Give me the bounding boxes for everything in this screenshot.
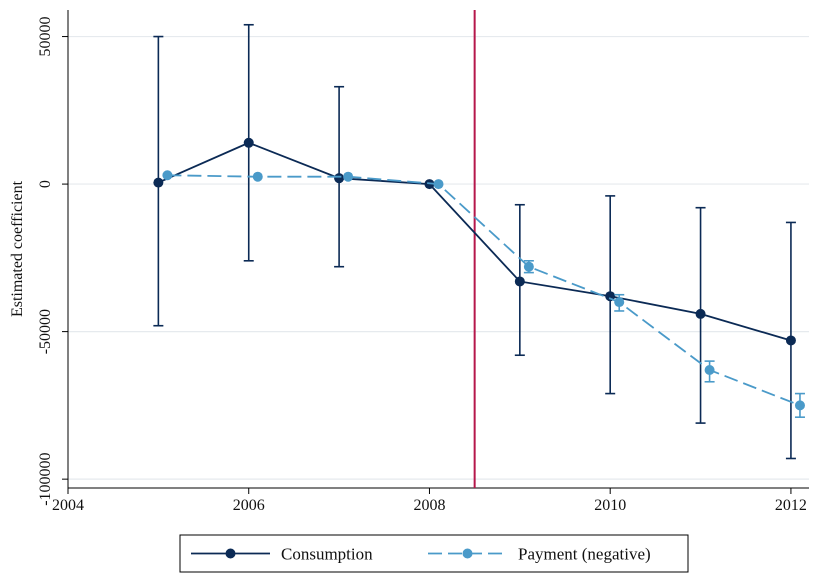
series-0-line — [158, 141, 792, 342]
series-0-point-1 — [243, 137, 254, 148]
series-1-point-7 — [794, 400, 805, 411]
series-0 — [153, 23, 796, 460]
x-tick-label-1: 2006 — [233, 497, 265, 514]
y-tick-label-2: -50000 — [37, 309, 54, 354]
x-tick-label-3: 2010 — [594, 497, 626, 514]
series-0-point-2 — [334, 173, 345, 184]
legend-marker-payment — [462, 548, 473, 559]
legend-marker-consumption — [225, 548, 236, 559]
series-1-point-4 — [523, 261, 534, 272]
series-1-point-6 — [704, 364, 715, 375]
series-0-point-6 — [695, 308, 706, 319]
axis-ticks: 2004 2006 2008 2010 2012 50000 0 -50000 -100000 — [37, 17, 807, 514]
series-1-point-5 — [614, 297, 625, 308]
y-tick-label-3: -100000 — [37, 452, 54, 505]
series-1 — [162, 170, 805, 418]
series-1-line — [167, 174, 801, 407]
series-0-point-0 — [153, 177, 164, 188]
series-1-point-2 — [343, 171, 354, 182]
series-1-point-3 — [433, 179, 444, 190]
series-layer — [153, 23, 805, 460]
series-1-point-1 — [252, 171, 263, 182]
series-0-point-7 — [785, 335, 796, 346]
series-0-point-4 — [514, 276, 525, 287]
x-tick-label-2: 2008 — [413, 497, 445, 514]
legend: Consumption Payment (negative) — [179, 534, 689, 573]
y-tick-label-0: 50000 — [37, 17, 54, 57]
x-tick-label-0: 2004 — [52, 497, 84, 514]
y-tick-label-1: 0 — [37, 180, 54, 188]
x-tick-label-4: 2012 — [775, 497, 807, 514]
legend-label-payment: Payment (negative) — [518, 545, 651, 564]
series-1-point-0 — [162, 170, 173, 181]
gridlines — [68, 35, 809, 480]
y-axis-title: Estimated coefficient — [9, 180, 26, 317]
legend-label-consumption: Consumption — [281, 545, 373, 564]
